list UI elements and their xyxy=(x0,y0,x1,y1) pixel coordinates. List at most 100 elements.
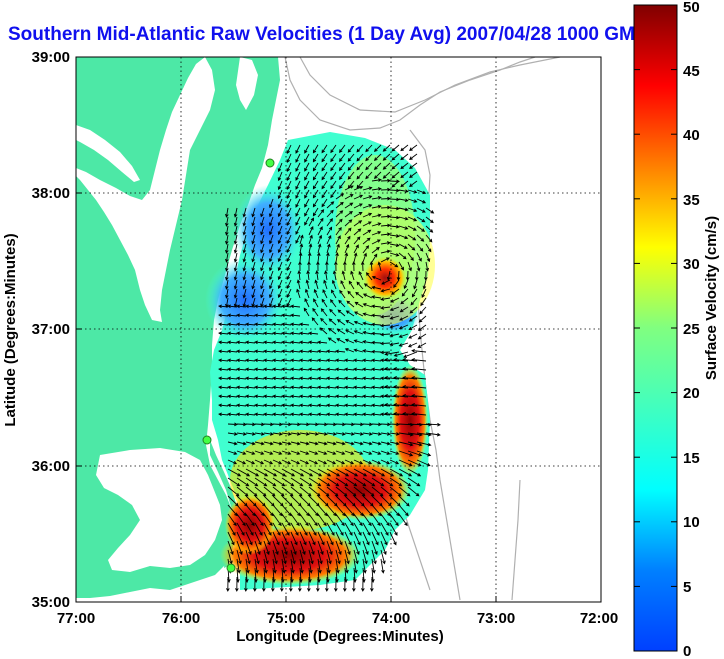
pamlico-sound xyxy=(96,448,222,572)
velocity-arrow xyxy=(393,375,409,380)
velocity-arrow xyxy=(281,558,286,574)
velocity-arrow xyxy=(330,162,337,172)
velocity-arrow xyxy=(326,441,337,446)
velocity-arrow xyxy=(236,422,247,427)
velocity-arrow xyxy=(299,477,313,487)
velocity-arrow xyxy=(371,504,382,517)
velocity-arrow xyxy=(254,313,265,318)
velocity-arrow xyxy=(344,235,351,245)
velocity-arrow xyxy=(308,367,319,372)
velocity-arrow xyxy=(343,576,347,592)
velocity-arrow xyxy=(362,245,370,254)
velocity-arrow xyxy=(416,234,425,242)
velocity-arrow xyxy=(409,153,418,160)
velocity-arrow xyxy=(371,385,382,390)
velocity-arrow xyxy=(272,376,283,381)
velocity-arrow xyxy=(425,216,434,224)
velocity-arrow xyxy=(263,394,274,399)
velocity-arrow xyxy=(325,576,329,592)
velocity-arrow xyxy=(380,178,391,183)
velocity-arrow xyxy=(299,349,310,354)
velocity-arrow xyxy=(344,558,349,574)
radar-site-marker[interactable] xyxy=(265,158,275,168)
radar-site-marker[interactable] xyxy=(202,435,212,445)
velocity-arrow xyxy=(339,289,346,299)
velocity-arrow xyxy=(316,252,321,263)
velocity-arrow xyxy=(382,144,391,152)
velocity-arrow xyxy=(281,340,292,345)
velocity-arrow xyxy=(281,322,292,327)
velocity-arrow xyxy=(320,308,328,317)
velocity-arrow xyxy=(308,486,321,497)
velocity-arrow xyxy=(290,403,301,408)
velocity-arrow xyxy=(411,411,427,416)
velocity-arrow xyxy=(344,227,352,236)
velocity-arrow xyxy=(409,180,418,187)
velocity-arrow xyxy=(263,376,274,381)
velocity-arrow xyxy=(371,275,382,281)
radar-site-marker[interactable] xyxy=(226,563,236,573)
velocity-arrow xyxy=(308,504,319,517)
velocity-arrow xyxy=(425,432,441,437)
velocity-arrow xyxy=(299,358,310,363)
velocity-arrow xyxy=(251,234,256,245)
velocity-arrow xyxy=(227,432,238,436)
velocity-arrow xyxy=(299,385,310,390)
velocity-arrow xyxy=(281,504,292,517)
velocity-arrow xyxy=(277,270,283,281)
velocity-arrow xyxy=(360,261,365,272)
colorbar-gradient xyxy=(633,4,678,652)
velocity-arrow xyxy=(391,162,400,170)
velocity-arrow xyxy=(407,234,417,241)
velocity-arrow xyxy=(384,357,400,362)
velocity-arrow xyxy=(260,252,265,263)
velocity-arrow xyxy=(299,459,310,465)
velocity-arrow xyxy=(335,432,346,436)
velocity-arrow xyxy=(272,412,283,417)
velocity-arrow xyxy=(345,310,355,317)
velocity-arrow xyxy=(326,468,341,477)
y-tick-label: 39:00 xyxy=(32,49,70,66)
velocity-arrow xyxy=(326,459,337,465)
velocity-arrow xyxy=(365,153,373,162)
velocity-arrow xyxy=(245,412,256,417)
velocity-arrow xyxy=(254,477,268,487)
velocity-arrow xyxy=(373,162,382,170)
colorbar-tick: 20 xyxy=(683,385,700,402)
velocity-arrow xyxy=(218,367,229,372)
velocity-arrow xyxy=(353,185,364,191)
velocity-arrow xyxy=(407,207,418,213)
velocity-arrow xyxy=(371,367,382,372)
velocity-arrow xyxy=(295,189,301,199)
velocity-arrow xyxy=(353,422,364,427)
velocity-arrow xyxy=(268,252,274,263)
colorbar: 0 5 10 15 20 25 30 35 40 45 50 Surface V… xyxy=(633,0,720,659)
velocity-arrow xyxy=(389,441,400,446)
velocity-arrow xyxy=(227,349,238,354)
velocity-arrow xyxy=(271,576,275,592)
velocity-arrow xyxy=(425,261,430,272)
velocity-arrow xyxy=(398,513,408,527)
velocity-arrow xyxy=(281,385,292,390)
velocity-arrow xyxy=(341,270,346,281)
velocity-arrow xyxy=(362,340,373,344)
velocity-arrow xyxy=(236,403,247,408)
velocity-arrow xyxy=(380,558,385,574)
velocity-arrow xyxy=(299,522,308,536)
velocity-arrow xyxy=(380,288,391,293)
velocity-arrow xyxy=(236,412,247,417)
velocity-arrow xyxy=(277,234,283,245)
velocity-arrow xyxy=(236,358,247,363)
velocity-arrow xyxy=(355,291,364,299)
velocity-arrow xyxy=(371,230,382,236)
velocity-arrow xyxy=(317,243,322,254)
velocity-arrow xyxy=(233,225,238,236)
velocity-arrow xyxy=(236,313,247,318)
velocity-arrow xyxy=(398,216,409,221)
velocity-arrow xyxy=(286,216,292,227)
velocity-arrow xyxy=(326,234,332,245)
velocity-arrow xyxy=(303,307,310,317)
velocity-arrow xyxy=(344,219,353,227)
velocity-arrow xyxy=(400,153,409,161)
velocity-arrow xyxy=(299,234,304,245)
